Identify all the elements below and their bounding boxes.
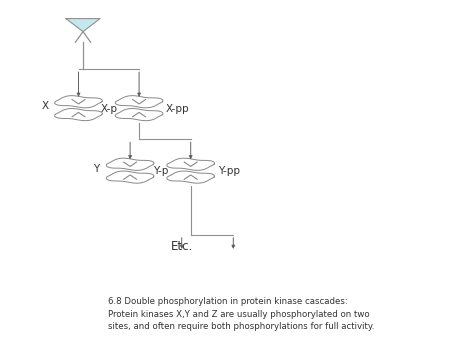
Polygon shape — [66, 19, 100, 32]
Text: X-pp: X-pp — [166, 104, 189, 114]
Text: Y-pp: Y-pp — [218, 166, 240, 176]
Text: 6.8 Double phosphorylation in protein kinase cascades:
Protein kinases X,Y and Z: 6.8 Double phosphorylation in protein ki… — [108, 297, 374, 331]
Text: Y: Y — [93, 164, 99, 174]
Text: X: X — [41, 101, 49, 112]
Text: Y-p: Y-p — [153, 166, 168, 176]
Text: Etc.: Etc. — [171, 240, 193, 253]
Text: X-p: X-p — [100, 104, 117, 114]
